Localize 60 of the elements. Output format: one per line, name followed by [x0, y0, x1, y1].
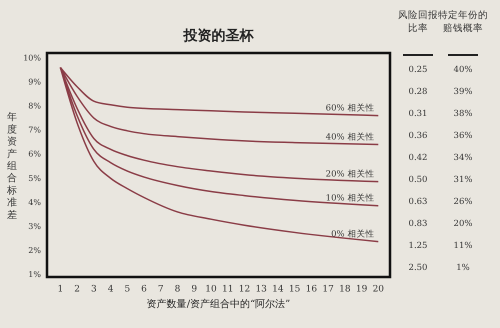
x-tick-label: 20 [372, 284, 384, 294]
series-label: 20% 相关性 [326, 168, 374, 180]
text: 1% [456, 263, 470, 273]
x-tick-label: 13 [255, 284, 268, 294]
x-tick-label: 6 [141, 284, 148, 294]
text: 0.83 [408, 219, 428, 229]
x-tick-label: 11 [222, 284, 234, 294]
x-tick-label: 1 [58, 284, 64, 294]
y-tick-label: 10% [23, 53, 42, 62]
y-tick-label: 3% [28, 222, 42, 231]
x-tick-label: 7 [158, 284, 164, 294]
text: 1.25 [408, 241, 428, 251]
x-axis-title: 资产数量/资产组合中的“阿尔法” [146, 298, 290, 310]
y-tick-label: 8% [28, 102, 42, 111]
y-tick-label: 9% [28, 77, 42, 86]
y-tick-label: 2% [28, 246, 42, 256]
x-tick-label: 4 [108, 284, 114, 294]
text: 20% [454, 219, 472, 229]
y-tick-label: 4% [28, 198, 42, 207]
chart-title: 投资的圣杯 [182, 28, 254, 44]
x-tick-label: 18 [339, 284, 351, 294]
x-tick-label: 12 [238, 284, 250, 294]
y-tick-label: 7% [28, 126, 42, 135]
series-label: 0% 相关性 [331, 228, 374, 240]
x-tick-label: 3 [90, 284, 97, 294]
x-tick-label: 17 [322, 284, 334, 294]
y-tick-label: 6% [28, 150, 42, 159]
text: 特定年份的赔钱概率 [438, 9, 488, 34]
y-tick-label: 5% [28, 174, 42, 183]
text: 年度资产组合标准差 [7, 112, 17, 221]
text: 0.50 [408, 175, 428, 185]
series-label: 40% 相关性 [326, 132, 374, 143]
x-tick-label: 2 [74, 284, 80, 294]
x-tick-label: 14 [272, 284, 284, 294]
text: 0.28 [408, 87, 428, 97]
x-tick-label: 15 [288, 284, 301, 294]
text: 风险回报比率 [398, 9, 438, 34]
text: 2.50 [408, 263, 428, 273]
text: 0.36 [408, 131, 428, 141]
series-label: 60% 相关性 [326, 102, 374, 114]
text: 0.25 [408, 65, 428, 75]
x-tick-label: 19 [356, 284, 368, 294]
x-tick-label: 16 [306, 284, 318, 294]
text: 11% [454, 241, 472, 251]
text: 36% [454, 131, 472, 141]
text: 39% [454, 87, 472, 97]
text: 0.42 [408, 153, 428, 163]
y-tick-label: 1% [28, 270, 42, 280]
x-tick-label: 10 [205, 284, 217, 294]
x-tick-label: 5 [124, 284, 130, 294]
x-tick-label: 8 [174, 284, 181, 294]
text: 0.63 [408, 197, 428, 207]
text: 34% [454, 153, 472, 163]
text: 40% [454, 65, 472, 75]
text: 31% [454, 175, 472, 185]
text: 38% [454, 109, 472, 119]
text: 26% [454, 197, 472, 207]
series-label: 10% 相关性 [326, 192, 374, 204]
text: 0.31 [408, 109, 428, 119]
x-tick-label: 9 [191, 284, 198, 294]
